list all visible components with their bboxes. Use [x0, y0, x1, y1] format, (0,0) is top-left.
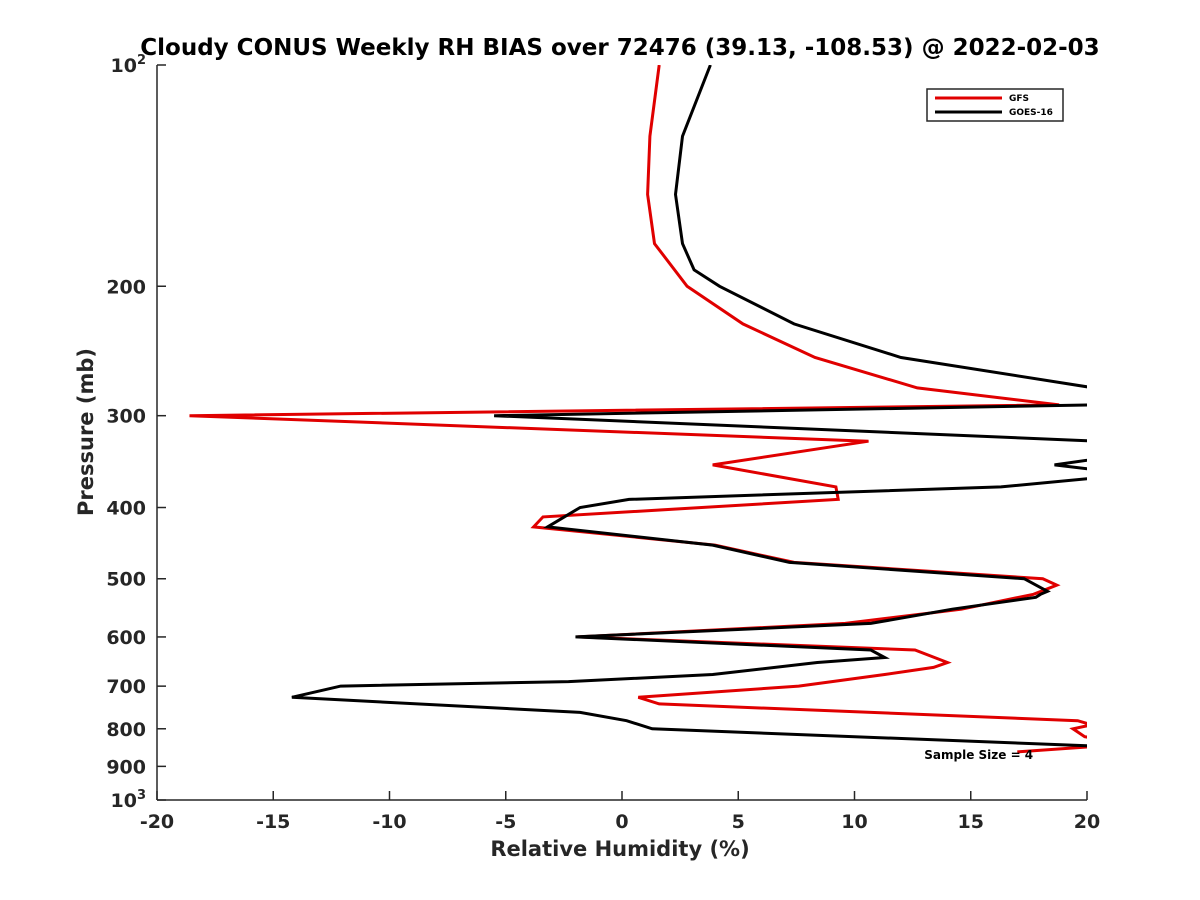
y-tick-label: 200 [106, 276, 146, 298]
series-line-goes-16 [291, 65, 1087, 748]
sample-size-annotation: Sample Size = 4 [924, 748, 1033, 762]
x-tick-label: -15 [256, 811, 290, 833]
x-tick-label: 10 [841, 811, 867, 833]
y-tick-label: 800 [106, 719, 146, 741]
x-tick-label: -10 [372, 811, 406, 833]
y-tick-label: 103 [111, 788, 147, 812]
chart-title: Cloudy CONUS Weekly RH BIAS over 72476 (… [140, 35, 1099, 61]
y-tick-label: 102 [111, 53, 147, 77]
y-tick-label: 300 [106, 406, 146, 428]
y-tick-label: 500 [106, 569, 146, 591]
x-tick-label: 0 [615, 811, 628, 833]
series-line-gfs [189, 65, 1087, 754]
y-tick-label: 700 [106, 676, 146, 698]
x-tick-label: -20 [140, 811, 174, 833]
y-tick-label: 400 [106, 498, 146, 520]
legend: GFS GOES-16 [926, 88, 1064, 122]
x-axis-label: Relative Humidity (%) [490, 837, 749, 861]
x-tick-label: 5 [732, 811, 745, 833]
y-tick-label: 900 [106, 756, 146, 778]
x-tick-label: 20 [1074, 811, 1100, 833]
x-tick-label: -5 [495, 811, 516, 833]
y-tick-label: 600 [106, 627, 146, 649]
y-axis-label: Pressure (mb) [74, 348, 98, 516]
legend-box [926, 88, 1064, 122]
legend-label: GOES-16 [1009, 108, 1053, 118]
x-tick-label: 15 [958, 811, 984, 833]
legend-label: GFS [1009, 94, 1029, 104]
